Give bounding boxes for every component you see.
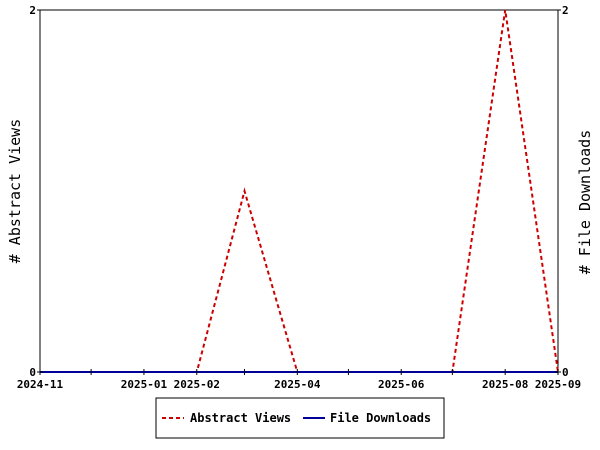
x-tick-label-3: 2025-04	[274, 378, 321, 391]
y-right-tick-label-1: 2	[562, 4, 569, 17]
x-tick-label-4: 2025-06	[378, 378, 425, 391]
x-tick-label-5: 2025-08	[482, 378, 528, 391]
x-tick-label-6: 2025-09	[535, 378, 581, 391]
legend-label-abstract-views: Abstract Views	[190, 411, 291, 425]
y-axis-left-title: # Abstract Views	[6, 119, 24, 264]
legend-label-file-downloads: File Downloads	[330, 411, 431, 425]
x-tick-label-1: 2025-01	[121, 378, 168, 391]
legend-box	[155, 397, 445, 439]
y-left-tick-label-1: 2	[29, 4, 36, 17]
x-tick-label-2: 2025-02	[174, 378, 220, 391]
y-left-tick-label-0: 0	[29, 366, 36, 379]
x-tick-label-0: 2024-11	[17, 378, 64, 391]
y-axis-right-title: # File Downloads	[576, 130, 594, 275]
legend: Abstract Views File Downloads	[155, 397, 445, 439]
y-right-tick-label-0: 0	[562, 366, 569, 379]
axes-group: 2024-11 2025-01 2025-02 2025-04 2025-06 2025-…	[17, 4, 581, 391]
plot-area	[39, 9, 559, 373]
plot-frame	[39, 9, 559, 373]
